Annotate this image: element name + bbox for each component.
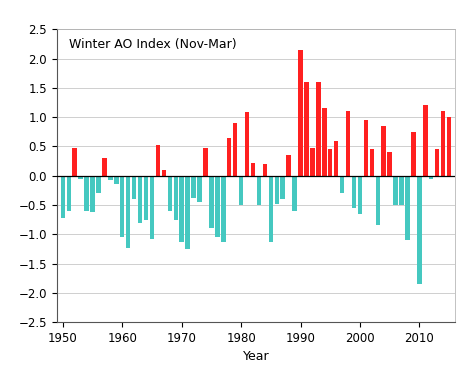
Bar	[423, 105, 428, 176]
Bar	[257, 176, 261, 205]
Bar	[286, 155, 291, 176]
Bar	[91, 176, 95, 212]
Bar	[221, 176, 226, 242]
Bar	[298, 50, 303, 176]
Bar	[346, 111, 350, 176]
Bar	[144, 176, 148, 220]
Bar	[233, 123, 237, 176]
Bar	[352, 176, 356, 208]
Bar	[429, 176, 434, 179]
Bar	[316, 82, 320, 176]
Bar	[215, 176, 219, 237]
Bar	[375, 176, 380, 225]
Bar	[334, 141, 338, 176]
Bar	[370, 149, 374, 176]
Bar	[180, 176, 184, 242]
Bar	[191, 176, 196, 198]
Bar	[245, 112, 249, 176]
Bar	[96, 176, 100, 193]
Bar	[399, 176, 404, 205]
Bar	[447, 117, 451, 176]
Bar	[281, 176, 285, 199]
Bar	[292, 176, 297, 211]
Bar	[364, 120, 368, 176]
Bar	[150, 176, 154, 239]
Bar	[102, 158, 107, 176]
Bar	[274, 176, 279, 204]
Bar	[155, 145, 160, 176]
Bar	[328, 149, 332, 176]
Bar	[227, 138, 231, 176]
Bar	[310, 148, 315, 176]
Bar	[382, 126, 386, 176]
Bar	[387, 152, 392, 176]
Bar	[120, 176, 125, 237]
Bar	[251, 163, 255, 176]
Bar	[358, 176, 362, 214]
Bar	[61, 176, 65, 218]
Bar	[411, 132, 416, 176]
Bar	[173, 176, 178, 220]
Bar	[405, 176, 410, 240]
Bar	[78, 176, 83, 179]
Bar	[441, 111, 446, 176]
Bar	[269, 176, 273, 242]
Bar	[84, 176, 89, 211]
Text: Winter AO Index (Nov-Mar): Winter AO Index (Nov-Mar)	[69, 38, 237, 51]
Bar	[197, 176, 202, 202]
Bar	[417, 176, 421, 284]
Bar	[322, 108, 327, 176]
X-axis label: Year: Year	[243, 350, 269, 363]
Bar	[340, 176, 344, 193]
Bar	[108, 176, 113, 180]
Bar	[132, 176, 137, 199]
Bar	[304, 82, 309, 176]
Bar	[66, 176, 71, 211]
Bar	[73, 148, 77, 176]
Bar	[126, 176, 130, 248]
Bar	[435, 149, 439, 176]
Bar	[209, 176, 214, 228]
Bar	[114, 176, 118, 184]
Bar	[393, 176, 398, 205]
Bar	[162, 170, 166, 176]
Bar	[168, 176, 172, 211]
Bar	[263, 164, 267, 176]
Bar	[138, 176, 142, 223]
Bar	[203, 148, 208, 176]
Bar	[239, 176, 243, 205]
Bar	[185, 176, 190, 249]
